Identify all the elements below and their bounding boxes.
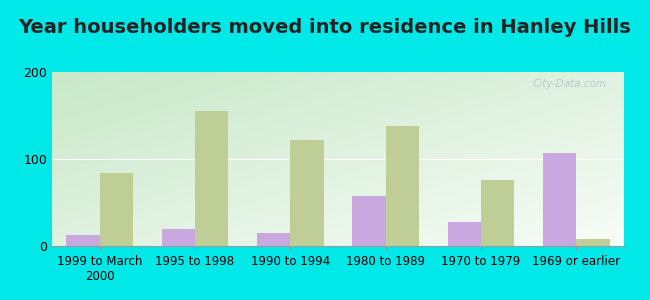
Bar: [481, 180, 514, 246]
Bar: [543, 153, 577, 246]
Bar: [162, 229, 195, 246]
Bar: [66, 235, 99, 246]
Bar: [257, 233, 291, 246]
Bar: [385, 126, 419, 246]
Bar: [577, 239, 610, 246]
Text: City-Data.com: City-Data.com: [533, 79, 607, 89]
Bar: [291, 140, 324, 246]
Bar: [99, 173, 133, 246]
Text: Year householders moved into residence in Hanley Hills: Year householders moved into residence i…: [19, 18, 631, 37]
Bar: [352, 196, 385, 246]
Bar: [448, 222, 481, 246]
Bar: [195, 111, 228, 246]
